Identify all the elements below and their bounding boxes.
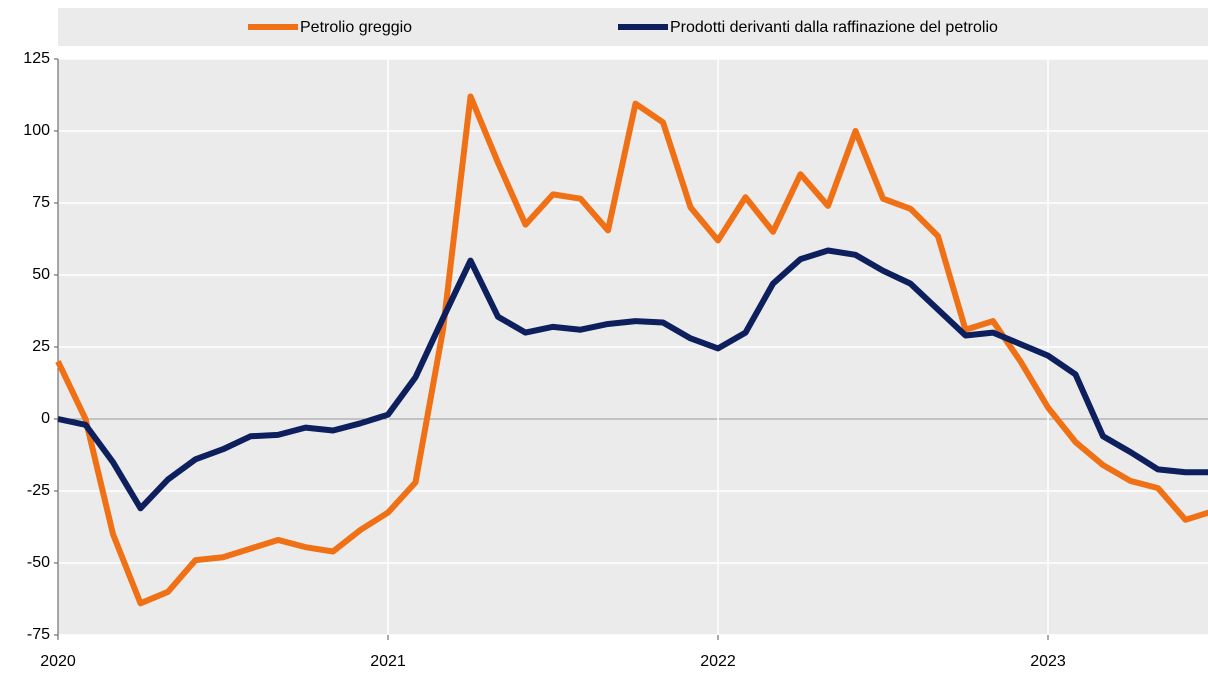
series-line [57, 247, 1208, 512]
y-tick-label: 100 [23, 122, 50, 139]
x-tick-label: 2020 [40, 653, 76, 670]
y-tick-label: 125 [23, 50, 50, 67]
y-tick-label: 0 [41, 410, 50, 427]
x-tick-label: 2021 [370, 653, 406, 670]
x-tick-label: 2022 [700, 653, 736, 670]
y-tick-label: 75 [32, 194, 50, 211]
x-tick-label: 2023 [1030, 653, 1066, 670]
y-tick-label: 25 [32, 338, 50, 355]
series-line [55, 93, 1208, 607]
legend-label: Prodotti derivanti dalla raffinazione de… [670, 19, 998, 36]
y-tick-label: 50 [32, 266, 50, 283]
legend-label: Petrolio greggio [300, 19, 412, 36]
y-tick-label: -75 [27, 626, 50, 643]
y-tick-label: -50 [27, 554, 50, 571]
y-tick-label: -25 [27, 482, 50, 499]
